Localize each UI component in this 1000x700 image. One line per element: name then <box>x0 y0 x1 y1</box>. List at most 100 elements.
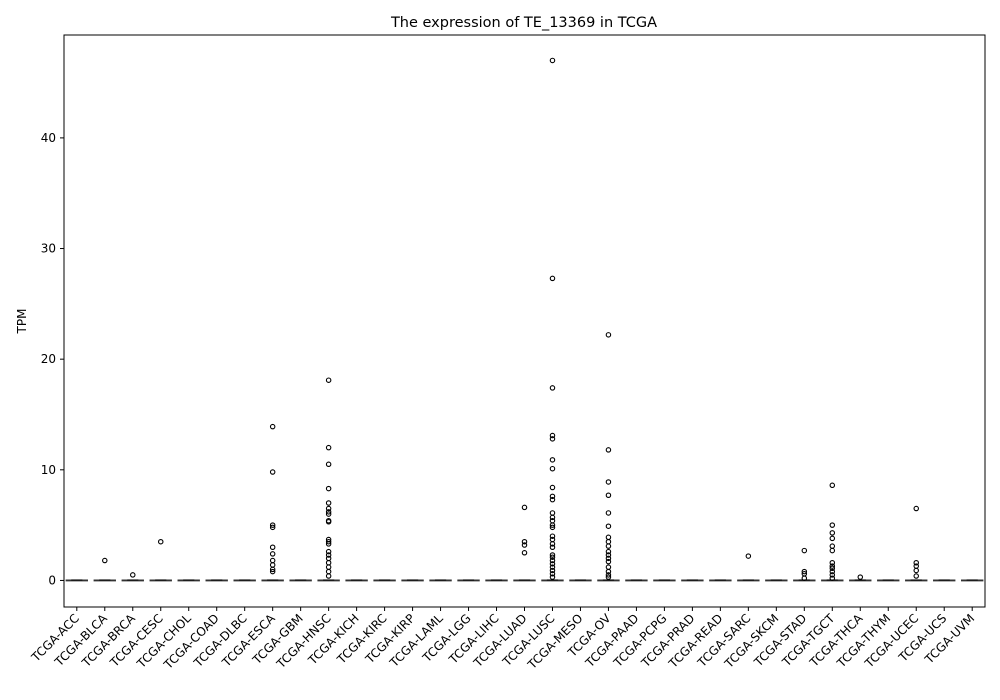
outlier-point <box>549 557 556 564</box>
outlier-point <box>325 377 332 383</box>
outlier-point <box>549 574 556 580</box>
outlier-point <box>605 538 612 545</box>
y-tick-label: 40 <box>41 131 56 145</box>
outlier-point <box>269 551 276 557</box>
outlier-point <box>549 554 556 560</box>
outlier-point <box>549 522 556 528</box>
outlier-point <box>521 542 528 548</box>
outlier-point <box>549 432 556 439</box>
outlier-point <box>829 575 836 581</box>
outlier-point <box>269 544 276 551</box>
outlier-point <box>605 572 612 578</box>
outlier-point <box>549 496 556 503</box>
outlier-point <box>549 436 556 442</box>
y-tick-label: 30 <box>41 242 56 256</box>
outlier-point <box>325 538 332 545</box>
outlier-point <box>521 538 528 545</box>
outlier-point <box>325 509 332 515</box>
outlier-point <box>269 522 276 528</box>
outlier-point <box>325 485 332 492</box>
outlier-point <box>549 541 556 547</box>
outlier-point <box>549 275 556 282</box>
outlier-point <box>829 530 836 536</box>
outlier-point <box>269 562 276 568</box>
outlier-point <box>605 510 612 516</box>
chart-title: The expression of TE_13369 in TCGA <box>390 15 657 31</box>
outlier-point <box>605 447 612 453</box>
outlier-point <box>829 572 836 578</box>
outlier-point <box>605 332 612 338</box>
outlier-point <box>549 385 556 391</box>
outlier-point <box>605 558 612 565</box>
y-tick-label: 10 <box>41 463 56 477</box>
outlier-point <box>325 541 332 547</box>
outlier-point <box>325 500 332 506</box>
outlier-point <box>801 568 808 575</box>
outlier-point <box>605 552 612 558</box>
outlier-point <box>605 548 612 555</box>
outlier-point <box>521 550 528 556</box>
outlier-point <box>605 492 612 499</box>
outlier-point <box>325 568 332 575</box>
outlier-point <box>605 523 612 529</box>
outlier-point <box>549 561 556 567</box>
outlier-point <box>549 57 556 64</box>
outlier-point <box>325 564 332 570</box>
outlier-point <box>549 465 556 472</box>
outlier-point <box>549 552 556 558</box>
outlier-point <box>549 510 556 516</box>
outlier-point <box>829 547 836 554</box>
outlier-point <box>325 548 332 555</box>
outlier-point <box>157 538 164 545</box>
outlier-point <box>549 493 556 500</box>
outlier-point <box>913 559 919 566</box>
outlier-point <box>549 484 556 491</box>
outlier-point <box>857 574 864 580</box>
outlier-point <box>605 574 612 580</box>
outlier-point <box>325 444 332 451</box>
y-axis-label: TPM <box>15 309 29 335</box>
y-tick-label: 0 <box>48 573 56 587</box>
outlier-point <box>325 573 332 579</box>
outlier-point <box>325 505 332 512</box>
outlier-point <box>549 571 556 577</box>
outlier-point <box>829 482 836 489</box>
outlier-point <box>549 533 556 539</box>
outlier-point <box>269 568 276 575</box>
outlier-point <box>605 568 612 575</box>
outlier-point <box>605 564 612 570</box>
outlier-point <box>325 511 332 517</box>
outlier-point <box>549 514 556 521</box>
outlier-point <box>269 469 276 475</box>
outlier-point <box>521 504 528 511</box>
outlier-point <box>269 524 276 531</box>
outlier-point <box>549 524 556 531</box>
outlier-point <box>829 535 836 542</box>
outlier-point <box>829 565 836 572</box>
outlier-point <box>130 572 136 578</box>
outlier-point <box>745 553 752 559</box>
outlier-point <box>829 543 836 549</box>
outlier-point <box>829 563 836 569</box>
outlier-point <box>269 423 276 430</box>
outlier-point <box>325 552 332 558</box>
y-tick-label: 20 <box>41 352 56 366</box>
outlier-point <box>549 544 556 551</box>
outlier-point <box>549 567 556 574</box>
outlier-point <box>269 566 276 573</box>
outlier-point <box>913 573 919 579</box>
outlier-point <box>913 567 919 574</box>
outlier-point <box>801 547 808 554</box>
outlier-point <box>605 534 612 541</box>
outlier-point <box>325 519 332 525</box>
outlier-point <box>829 522 836 528</box>
outlier-point <box>269 557 276 564</box>
outlier-point <box>801 575 808 581</box>
outlier-point <box>549 564 556 570</box>
outlier-point <box>325 461 332 468</box>
outlier-point <box>325 559 332 566</box>
outlier-point <box>605 543 612 549</box>
outlier-point <box>549 457 556 463</box>
outlier-point <box>913 505 919 512</box>
